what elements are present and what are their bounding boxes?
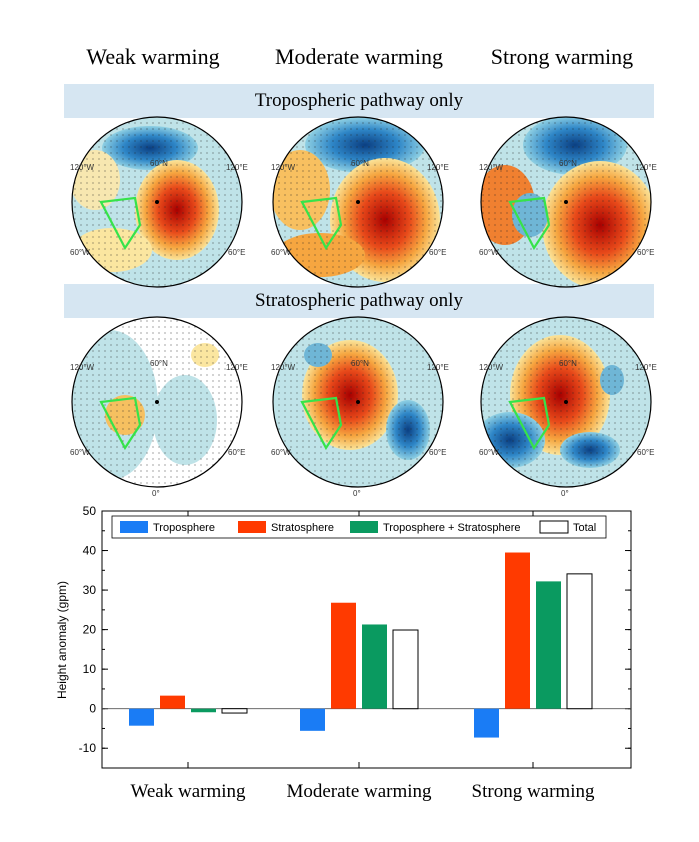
legend: Troposphere Stratosphere Troposphere + Str… [111,515,607,539]
lon-label: 120°E [427,363,449,372]
lon-label: 60°W [271,248,291,257]
bar-stratosphere-0 [160,695,185,709]
pole-markers [155,200,568,404]
category-label: Moderate warming [286,781,432,802]
lon-label: 120°W [70,163,95,172]
row-title-tropospheric: Tropospheric pathway only [64,84,654,118]
y-tick-label: 50 [83,504,97,518]
lon-label: 120°E [635,363,657,372]
lon-label: 120°E [226,363,248,372]
column-title-moderate: Moderate warming [275,44,443,69]
category-label: Strong warming [472,781,595,802]
lon-label: 120°W [271,363,296,372]
map-tropo-strong [481,117,651,287]
lon-label: 120°E [635,163,657,172]
lon-label: 60°E [228,448,245,457]
region-box-outlines [99,196,551,451]
lat-label: 60°N [351,359,369,368]
plot-area [101,510,632,769]
legend-swatch [350,521,378,533]
lon-label: 60°W [70,448,90,457]
lon-label: 120°W [271,163,296,172]
map-borders [71,116,652,488]
bar-troposphere-2 [474,708,499,738]
legend-label: Troposphere [153,522,215,534]
lon-label: 60°W [70,248,90,257]
lon-label: 60°W [271,448,291,457]
lon-label: 60°E [429,248,446,257]
lon-label: 60°E [228,248,245,257]
row-title-stratospheric: Stratospheric pathway only [64,284,654,318]
legend-swatch [120,521,148,533]
legend-label: Stratosphere [271,522,334,534]
bar-total-2 [566,573,593,710]
y-tick-label: 30 [83,583,97,597]
bar-troposphere-1 [300,708,325,731]
bar-stratosphere-1 [331,602,356,709]
lat-label: 60°N [559,359,577,368]
lat-label: 60°N [351,159,369,168]
bar-troposphere-stratosphere-0 [191,708,216,713]
legend-swatch [238,521,266,533]
bar-stratosphere-2 [505,552,530,709]
map-tropo-moderate [273,117,443,287]
y-tick-label: -10 [79,741,97,755]
map-tropo-weak [72,117,242,287]
legend-label: Troposphere + Stratosphere [383,522,520,534]
y-tick-label: 0 [89,702,96,716]
lon-label: 0° [561,489,569,498]
lon-label: 60°W [479,248,499,257]
lon-label: 120°W [479,163,504,172]
bar-troposphere-stratosphere-2 [536,581,561,709]
column-title-strong: Strong warming [490,44,634,69]
lon-label: 60°E [637,448,654,457]
bar-total-1 [392,629,419,710]
map-strato-weak [72,317,242,487]
lat-label: 60°N [150,159,168,168]
y-tick-label: 20 [83,623,97,637]
lon-label: 120°W [70,363,95,372]
map-strato-moderate [273,317,443,487]
category-label: Weak warming [130,781,246,802]
legend-label: Total [573,522,596,534]
bar-troposphere-0 [129,708,154,726]
y-tick-label: 40 [83,544,97,558]
bar-total-0 [221,708,248,714]
column-title-weak: Weak warming [86,44,220,69]
lat-label: 60°N [559,159,577,168]
polar-map-panels: 120°W 120°E 60°W 60°E 60°N 120°W 120°E 6… [70,116,657,498]
lon-label: 0° [152,489,160,498]
lon-label: 120°W [479,363,504,372]
y-axis-label: Height anomaly (gpm) [55,581,69,699]
lat-label: 60°N [150,359,168,368]
lon-label: 120°E [427,163,449,172]
lon-label: 60°E [637,248,654,257]
bar-troposphere-stratosphere-1 [362,624,387,709]
height-anomaly-bar-chart: -10 0 10 20 30 40 50 Height anomaly (gpm) Trop… [55,504,632,802]
lon-label: 60°W [479,448,499,457]
y-tick-label: 10 [83,662,97,676]
lon-label: 120°E [226,163,248,172]
legend-swatch [539,520,569,534]
lon-label: 0° [353,489,361,498]
lon-label: 60°E [429,448,446,457]
map-strato-strong [481,317,651,487]
